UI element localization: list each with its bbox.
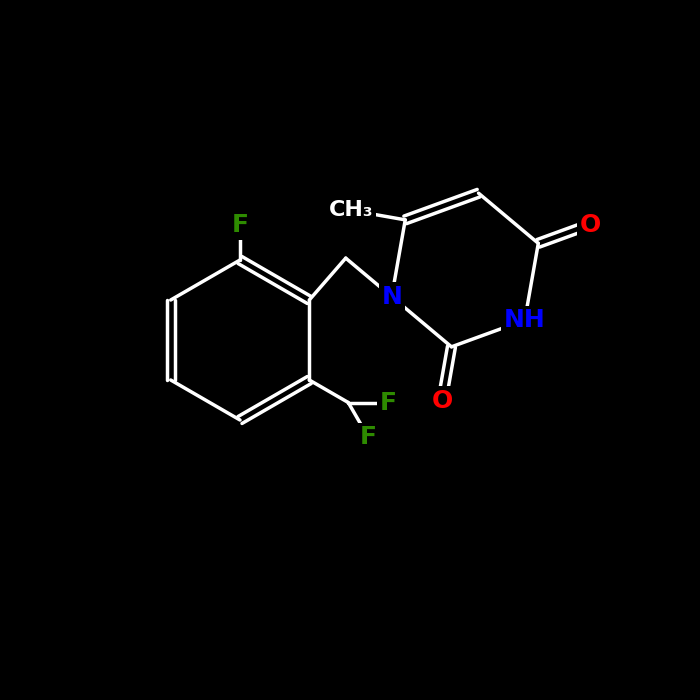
Text: F: F — [380, 391, 397, 414]
Text: O: O — [580, 213, 601, 237]
Text: F: F — [232, 213, 248, 237]
Text: F: F — [360, 425, 377, 449]
Text: CH₃: CH₃ — [329, 200, 373, 220]
Text: O: O — [431, 389, 452, 413]
Text: NH: NH — [504, 308, 545, 332]
Text: N: N — [382, 285, 402, 309]
